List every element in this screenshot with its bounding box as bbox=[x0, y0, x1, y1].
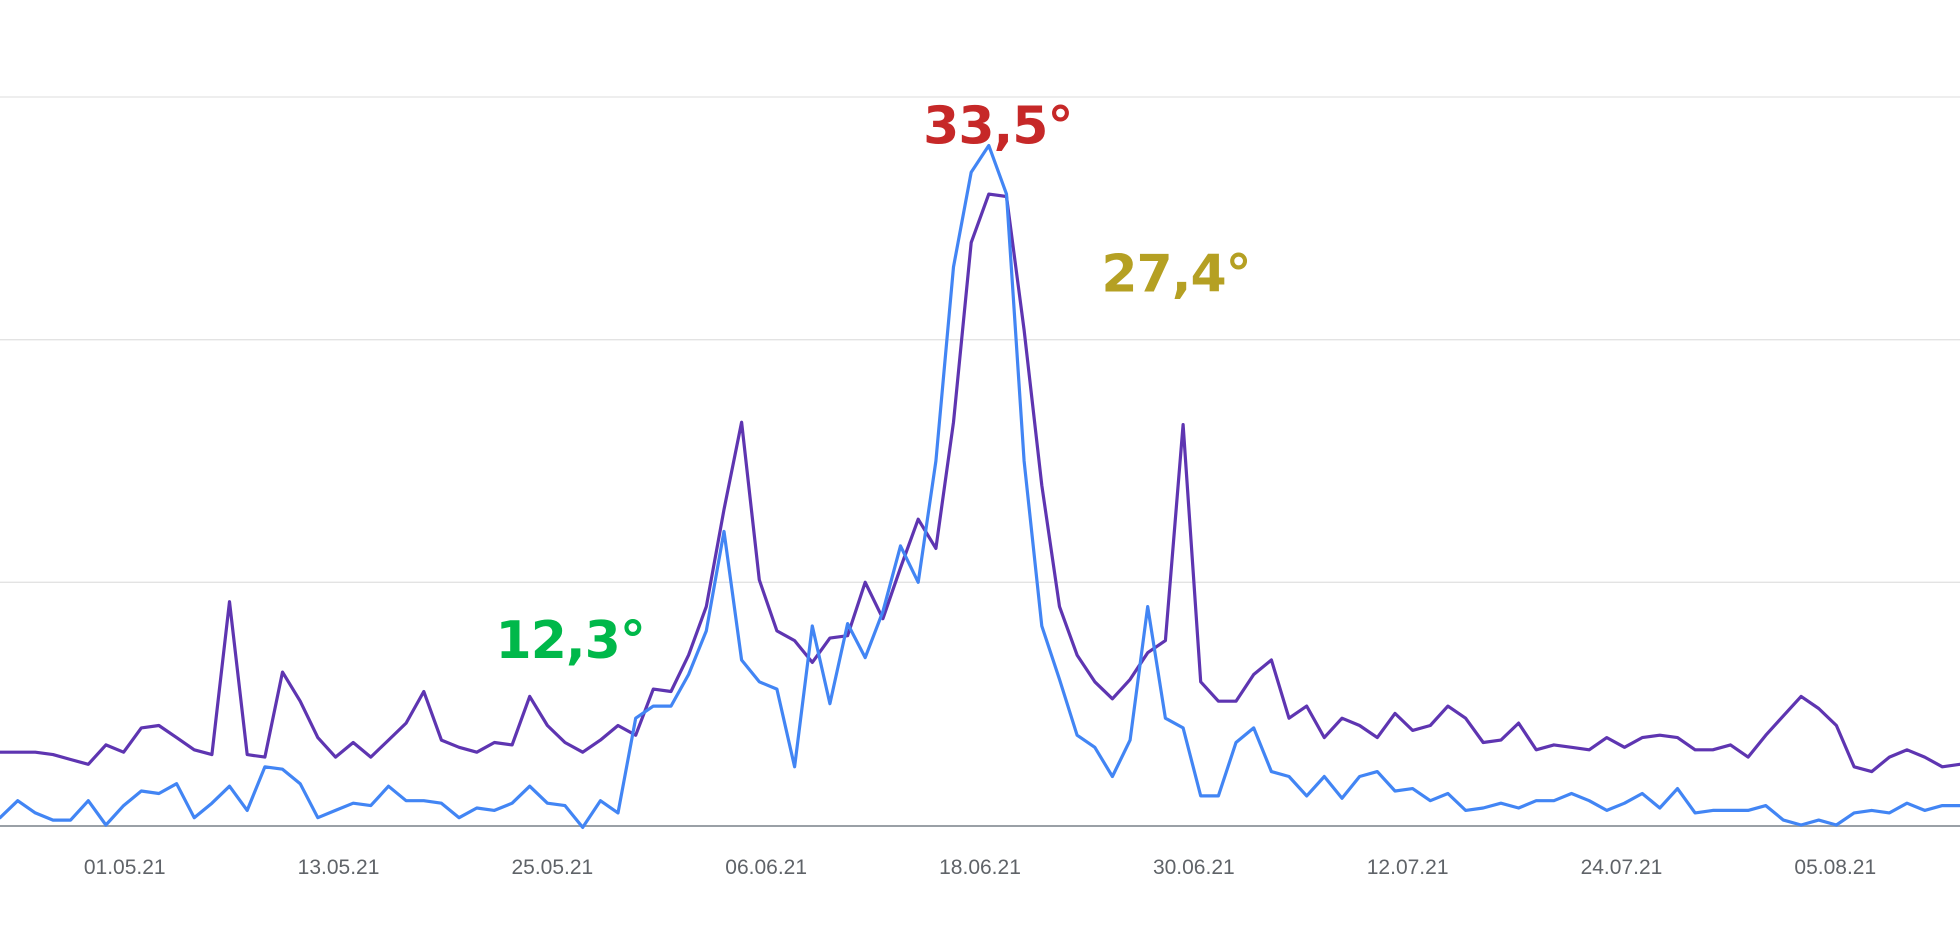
x-tick-label-2: 25.05.21 bbox=[511, 856, 593, 879]
x-tick-label-3: 06.06.21 bbox=[725, 856, 807, 879]
gridlines bbox=[0, 96, 1960, 583]
x-tick-label-7: 24.07.21 bbox=[1581, 856, 1663, 879]
annotation-label-1: 27,4° bbox=[1101, 245, 1250, 305]
x-tick-labels: 01.05.21 13.05.21 25.05.21 06.06.21 18.06.21… bbox=[84, 856, 1876, 879]
x-tick-label-0: 01.05.21 bbox=[84, 856, 166, 879]
x-tick-label-8: 05.08.21 bbox=[1794, 856, 1876, 879]
series-line-0 bbox=[0, 192, 1960, 774]
series-lines bbox=[0, 143, 1960, 830]
x-tick-label-1: 13.05.21 bbox=[298, 856, 380, 879]
x-tick-label-6: 12.07.21 bbox=[1367, 856, 1449, 879]
annotation-label-2: 12,3° bbox=[496, 611, 645, 671]
series-line-1 bbox=[0, 143, 1960, 830]
peak-annotations: 33,5° 27,4° 12,3° bbox=[496, 97, 1252, 671]
x-tick-label-4: 18.06.21 bbox=[939, 856, 1021, 879]
annotation-label-0: 33,5° bbox=[923, 97, 1072, 157]
x-tick-label-5: 30.06.21 bbox=[1153, 856, 1235, 879]
